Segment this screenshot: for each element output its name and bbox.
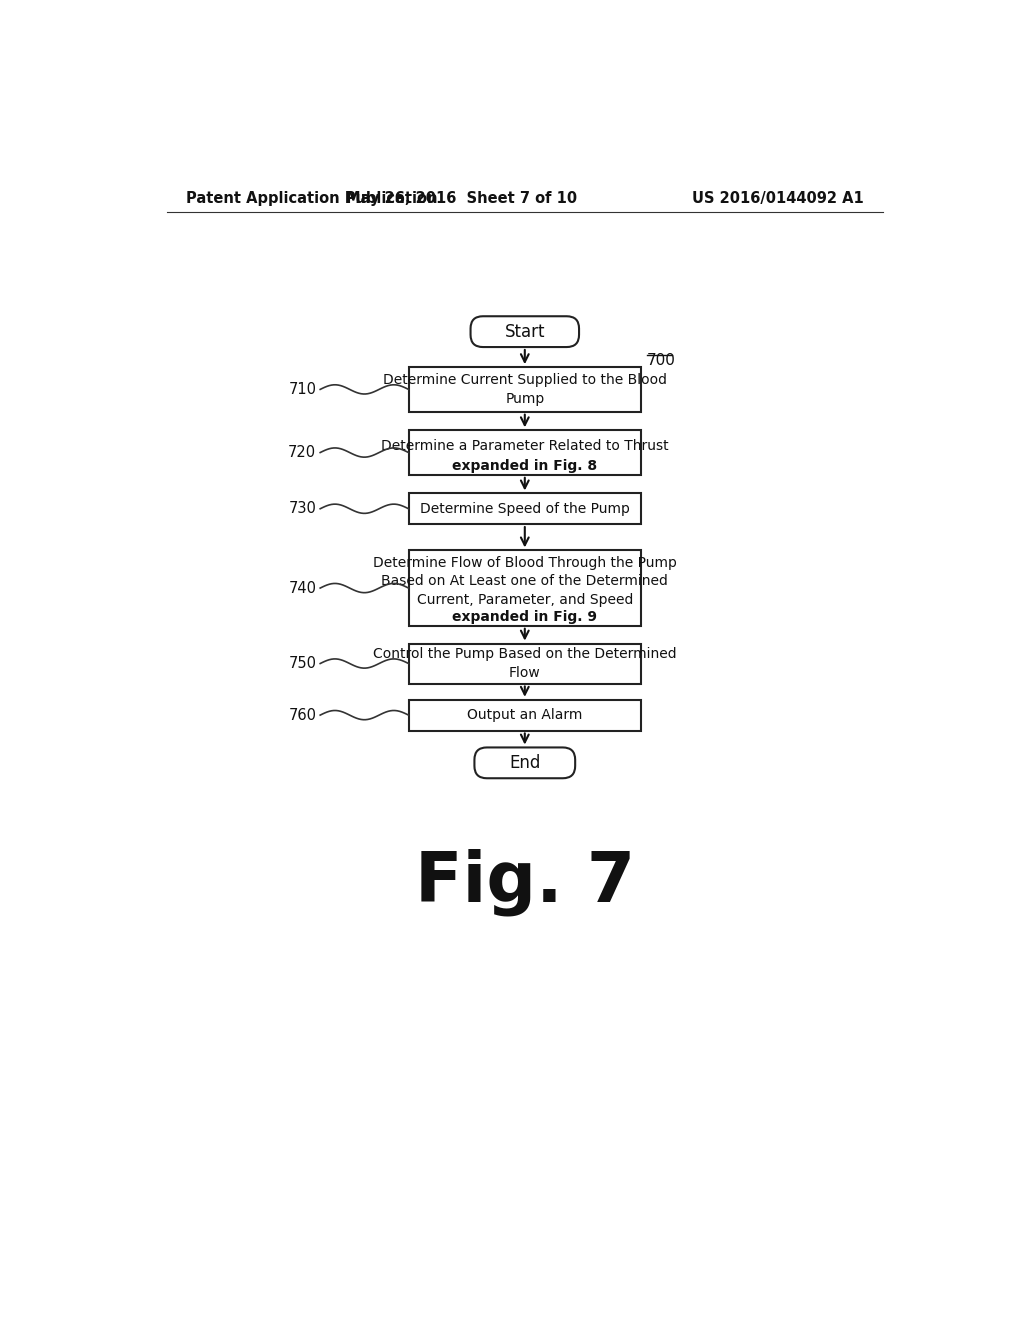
Text: 700: 700	[647, 354, 676, 368]
Text: Determine Current Supplied to the Blood
Pump: Determine Current Supplied to the Blood …	[383, 374, 667, 405]
Text: Determine a Parameter Related to Thrust: Determine a Parameter Related to Thrust	[381, 438, 669, 453]
Text: expanded in Fig. 9: expanded in Fig. 9	[453, 610, 597, 624]
FancyBboxPatch shape	[409, 430, 641, 475]
Text: 750: 750	[289, 656, 316, 671]
FancyBboxPatch shape	[409, 494, 641, 524]
Text: Patent Application Publication: Patent Application Publication	[186, 191, 437, 206]
Text: End: End	[509, 754, 541, 772]
FancyBboxPatch shape	[474, 747, 575, 779]
FancyBboxPatch shape	[409, 550, 641, 626]
FancyBboxPatch shape	[409, 644, 641, 684]
Text: Control the Pump Based on the Determined
Flow: Control the Pump Based on the Determined…	[373, 647, 677, 680]
Text: 740: 740	[289, 581, 316, 595]
Text: May 26, 2016  Sheet 7 of 10: May 26, 2016 Sheet 7 of 10	[346, 191, 577, 206]
Text: 760: 760	[289, 708, 316, 722]
Text: Determine Flow of Blood Through the Pump
Based on At Least one of the Determined: Determine Flow of Blood Through the Pump…	[373, 556, 677, 606]
Text: 730: 730	[289, 502, 316, 516]
Text: 720: 720	[288, 445, 316, 461]
FancyBboxPatch shape	[409, 367, 641, 412]
Text: Determine Speed of the Pump: Determine Speed of the Pump	[420, 502, 630, 516]
Text: Output an Alarm: Output an Alarm	[467, 708, 583, 722]
FancyBboxPatch shape	[409, 700, 641, 730]
Text: 710: 710	[289, 381, 316, 397]
Text: Fig. 7: Fig. 7	[415, 849, 635, 916]
FancyBboxPatch shape	[471, 317, 579, 347]
Text: expanded in Fig. 8: expanded in Fig. 8	[453, 459, 597, 474]
Text: US 2016/0144092 A1: US 2016/0144092 A1	[692, 191, 864, 206]
Text: Start: Start	[505, 322, 545, 341]
